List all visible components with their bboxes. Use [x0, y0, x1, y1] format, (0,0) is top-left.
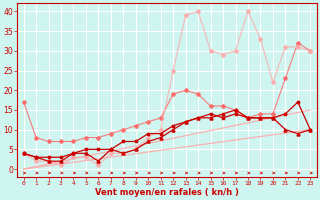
X-axis label: Vent moyen/en rafales ( kn/h ): Vent moyen/en rafales ( kn/h ) [95, 188, 239, 197]
